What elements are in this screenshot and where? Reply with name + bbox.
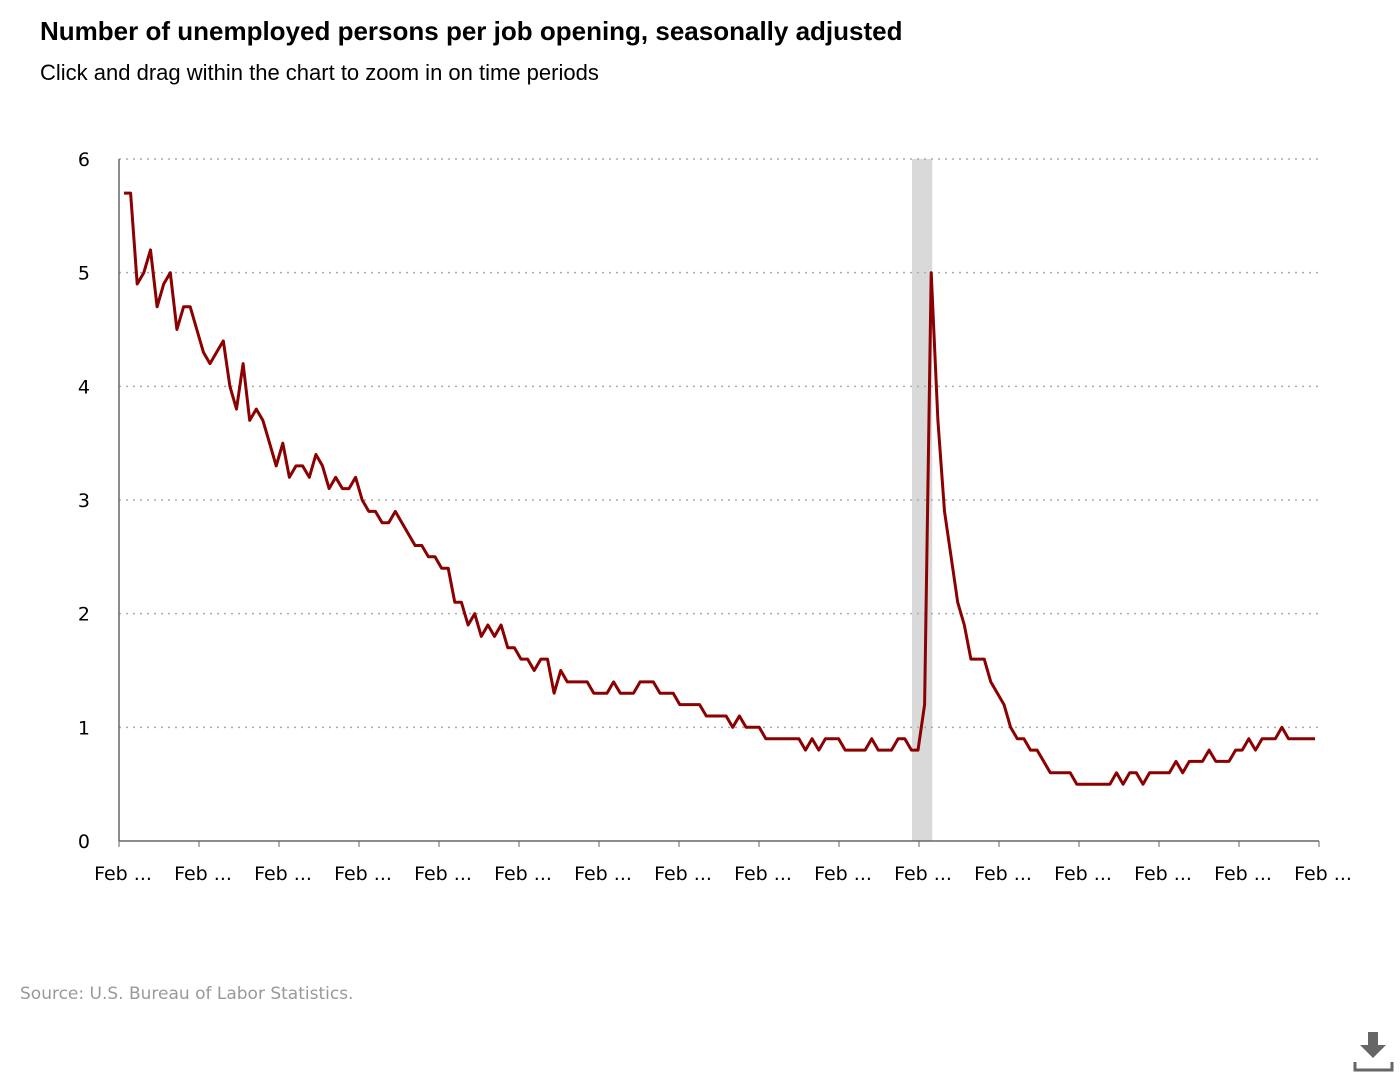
- gridlines: [119, 158, 1319, 729]
- y-tick-label: 4: [78, 376, 90, 398]
- x-tick-label: Feb ...: [574, 863, 632, 885]
- x-tick-label: Feb ...: [974, 863, 1032, 885]
- x-tick-label: Feb ...: [1054, 863, 1112, 885]
- y-tick-label: 1: [78, 717, 90, 739]
- y-tick-label: 3: [78, 490, 90, 512]
- y-tick-label: 0: [78, 831, 90, 853]
- x-tick-label: Feb ...: [334, 863, 392, 885]
- y-axis-ticks: 0 1 2 3 4 5 6: [78, 149, 90, 853]
- x-tick-label: Feb ...: [894, 863, 952, 885]
- recession-band: [912, 159, 933, 841]
- x-tick-label: Feb ...: [494, 863, 552, 885]
- download-icon: [1353, 1032, 1394, 1072]
- y-tick-label: 5: [78, 263, 90, 285]
- download-button[interactable]: [1352, 1030, 1396, 1074]
- axes: [118, 159, 1319, 842]
- x-tick-label: Feb ...: [734, 863, 792, 885]
- chart-title: Number of unemployed persons per job ope…: [40, 16, 903, 46]
- y-tick-label: 6: [78, 149, 90, 171]
- x-tick-label: Feb ...: [174, 863, 232, 885]
- chart-subtitle: Click and drag within the chart to zoom …: [40, 60, 599, 85]
- x-axis-ticks: Feb ... Feb ... Feb ... Feb ... Feb ... Feb .…: [94, 841, 1352, 885]
- x-tick-label: Feb ...: [1214, 863, 1272, 885]
- series-layer: [124, 191, 1315, 786]
- x-tick-label: Feb ...: [814, 863, 872, 885]
- x-tick-label: Feb ...: [414, 863, 472, 885]
- x-tick-label: Feb ...: [94, 863, 152, 885]
- x-tick-label: Feb ...: [1294, 863, 1352, 885]
- source-note: Source: U.S. Bureau of Labor Statistics.: [20, 984, 354, 1004]
- y-tick-label: 2: [78, 604, 90, 626]
- x-tick-label: Feb ...: [254, 863, 312, 885]
- series-line: [124, 191, 1315, 786]
- x-tick-label: Feb ...: [654, 863, 712, 885]
- recession-bands: [912, 159, 933, 841]
- x-tick-label: Feb ...: [1134, 863, 1192, 885]
